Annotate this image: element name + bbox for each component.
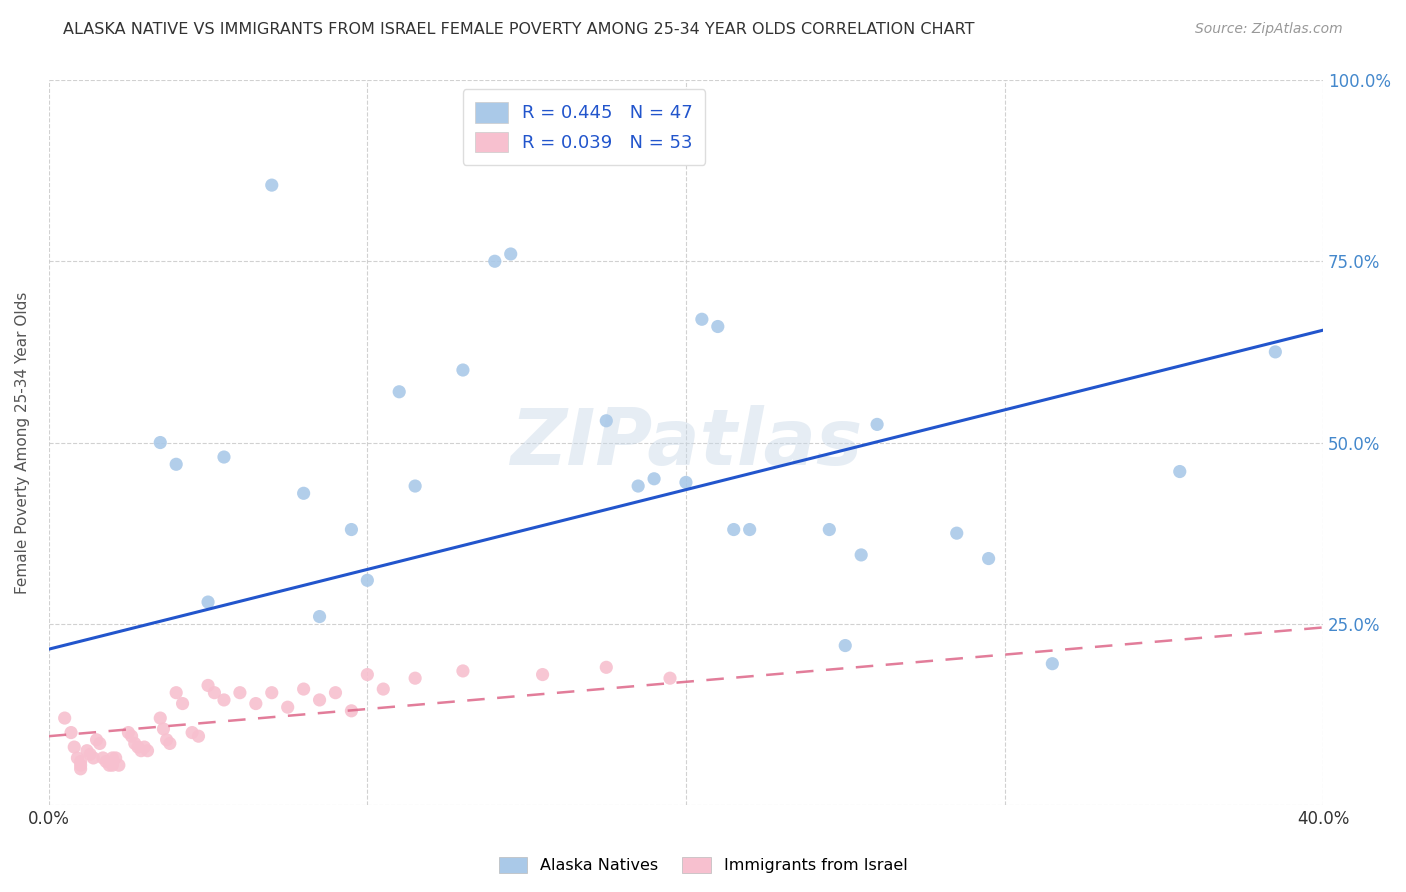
Point <box>499 247 522 261</box>
Text: Source: ZipAtlas.com: Source: ZipAtlas.com <box>1195 22 1343 37</box>
Point <box>1168 465 1191 479</box>
Point <box>165 457 187 471</box>
Point <box>187 729 209 743</box>
Point <box>129 744 152 758</box>
Point <box>818 523 841 537</box>
Y-axis label: Female Poverty Among 25-34 Year Olds: Female Poverty Among 25-34 Year Olds <box>15 292 30 594</box>
Legend: Alaska Natives, Immigrants from Israel: Alaska Natives, Immigrants from Israel <box>492 850 914 880</box>
Point <box>404 671 426 685</box>
Point <box>356 574 378 588</box>
Point <box>136 744 159 758</box>
Point <box>86 732 108 747</box>
Point <box>945 526 967 541</box>
Point <box>643 472 665 486</box>
Point <box>104 751 127 765</box>
Point <box>98 758 121 772</box>
Point <box>451 363 474 377</box>
Point <box>451 664 474 678</box>
Point <box>76 744 98 758</box>
Point <box>690 312 713 326</box>
Point <box>127 740 149 755</box>
Point <box>675 475 697 490</box>
Point <box>404 479 426 493</box>
Point <box>229 686 252 700</box>
Point <box>124 736 146 750</box>
Point <box>849 548 872 562</box>
Text: ALASKA NATIVE VS IMMIGRANTS FROM ISRAEL FEMALE POVERTY AMONG 25-34 YEAR OLDS COR: ALASKA NATIVE VS IMMIGRANTS FROM ISRAEL … <box>63 22 974 37</box>
Point <box>1264 344 1286 359</box>
Point <box>152 722 174 736</box>
Point <box>121 729 143 743</box>
Point <box>977 551 1000 566</box>
Point <box>197 678 219 692</box>
Point <box>66 751 89 765</box>
Point <box>260 686 283 700</box>
Point <box>595 414 617 428</box>
Point <box>159 736 181 750</box>
Point <box>373 681 395 696</box>
Point <box>108 758 131 772</box>
Point <box>260 178 283 193</box>
Point <box>356 667 378 681</box>
Point <box>292 486 315 500</box>
Point <box>63 740 86 755</box>
Point <box>149 711 172 725</box>
Point <box>101 758 124 772</box>
Point <box>325 686 347 700</box>
Point <box>69 762 91 776</box>
Point <box>595 660 617 674</box>
Point <box>1040 657 1063 671</box>
Point <box>834 639 856 653</box>
Legend: R = 0.445   N = 47, R = 0.039   N = 53: R = 0.445 N = 47, R = 0.039 N = 53 <box>463 89 706 165</box>
Point <box>79 747 101 762</box>
Point <box>134 740 156 755</box>
Point <box>197 595 219 609</box>
Point <box>388 384 411 399</box>
Point <box>117 725 139 739</box>
Point <box>69 758 91 772</box>
Point <box>659 671 682 685</box>
Point <box>60 725 83 739</box>
Point <box>277 700 299 714</box>
Text: ZIPatlas: ZIPatlas <box>510 405 862 481</box>
Point <box>149 435 172 450</box>
Point <box>181 725 204 739</box>
Point <box>156 732 179 747</box>
Point <box>308 609 330 624</box>
Point <box>723 523 745 537</box>
Point <box>340 523 363 537</box>
Point <box>89 736 111 750</box>
Point <box>627 479 650 493</box>
Point <box>484 254 506 268</box>
Point <box>707 319 730 334</box>
Point <box>91 751 114 765</box>
Point <box>172 697 194 711</box>
Point <box>165 686 187 700</box>
Point <box>292 681 315 696</box>
Point <box>531 667 554 681</box>
Point <box>53 711 76 725</box>
Point <box>738 523 761 537</box>
Point <box>866 417 889 432</box>
Point <box>212 693 235 707</box>
Point <box>101 751 124 765</box>
Point <box>245 697 267 711</box>
Point <box>204 686 226 700</box>
Point <box>212 450 235 464</box>
Point <box>94 755 117 769</box>
Point <box>340 704 363 718</box>
Point <box>308 693 330 707</box>
Point <box>82 751 104 765</box>
Point <box>69 755 91 769</box>
